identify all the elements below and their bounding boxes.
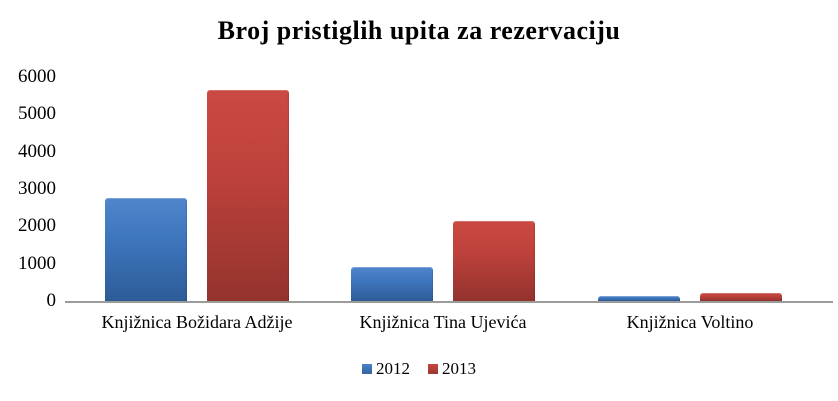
legend-label: 2012 <box>376 359 410 378</box>
legend-item-2013: 2013 <box>428 360 476 377</box>
category-label: Knjižnica Tina Ujevića <box>359 312 527 332</box>
bar-group <box>69 77 325 301</box>
y-tick-label: 2000 <box>18 215 56 237</box>
y-tick-label: 3000 <box>18 178 56 199</box>
legend-swatch-icon <box>362 363 372 374</box>
category-label: Knjižnica Božidara Adžije <box>101 312 293 332</box>
bar-2012-3 <box>598 295 680 301</box>
plot-area <box>65 77 833 303</box>
category-label: Knjižnica Voltino <box>626 312 754 332</box>
y-tick-label: 0 <box>46 290 57 311</box>
bar-2012-1 <box>105 198 187 301</box>
bar-2012-2 <box>351 267 433 301</box>
legend-item-2012: 2012 <box>362 360 410 377</box>
y-tick-label: 5000 <box>18 103 56 125</box>
legend-swatch-icon <box>428 363 438 374</box>
legend-label: 2013 <box>442 359 476 378</box>
y-tick-label: 4000 <box>18 140 56 162</box>
bar-2013-2 <box>453 220 535 301</box>
bar-group <box>562 77 818 301</box>
y-tick-label: 6000 <box>18 66 56 87</box>
chart-title: Broj pristiglih upita za rezervaciju <box>217 16 621 45</box>
bar-2013-3 <box>700 292 782 301</box>
bar-2013-1 <box>207 90 289 301</box>
y-tick-label: 1000 <box>18 252 56 274</box>
y-axis: 0 1000 2000 3000 4000 5000 6000 <box>0 0 56 401</box>
legend: 2012 2013 <box>0 360 838 377</box>
bar-group <box>315 77 571 301</box>
category-axis: Knjižnica Božidara Adžije Knjižnica Tina … <box>65 312 833 340</box>
